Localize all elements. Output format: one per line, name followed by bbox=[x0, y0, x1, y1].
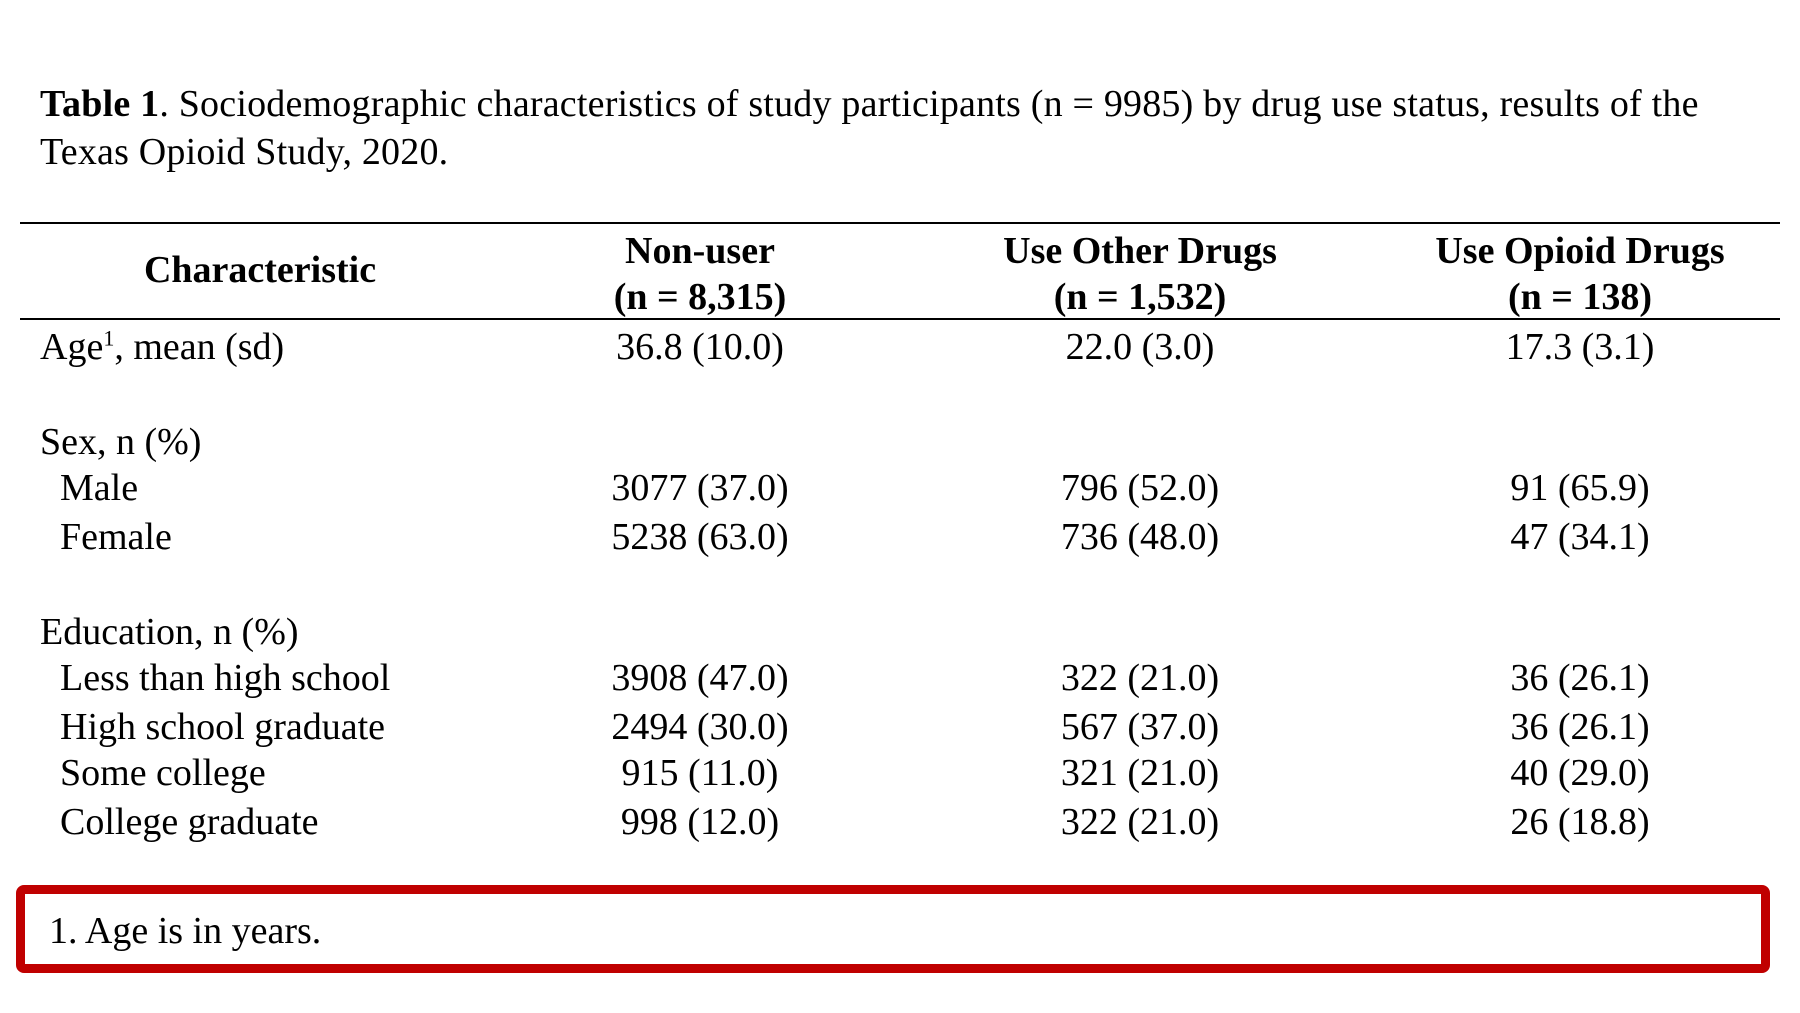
header-non-user: Non-user (n = 8,315) bbox=[520, 228, 880, 320]
cell-hs-grad-opioid-drugs: 36 (26.1) bbox=[1510, 706, 1650, 748]
header-characteristic: Characteristic bbox=[143, 249, 377, 291]
table-row-age: Age1, mean (sd) 36.8 (10.0) 22.0 (3.0) 1… bbox=[20, 324, 1780, 370]
header-non-user-name: Non-user bbox=[625, 230, 775, 272]
cell-less-than-hs-non-user: 3908 (47.0) bbox=[611, 657, 789, 699]
cell-male-opioid-drugs: 91 (65.9) bbox=[1510, 467, 1650, 509]
row-label-less-than-high-school: Less than high school bbox=[60, 657, 391, 699]
row-label-college-graduate: College graduate bbox=[60, 801, 319, 843]
age-label-text: Age bbox=[40, 326, 104, 368]
cell-college-grad-non-user: 998 (12.0) bbox=[620, 801, 780, 843]
header-use-other-drugs-name: Use Other Drugs bbox=[1003, 230, 1277, 272]
cell-age-opioid-drugs: 17.3 (3.1) bbox=[1505, 326, 1655, 368]
row-label-education-heading: Education, n (%) bbox=[40, 611, 299, 653]
cell-less-than-hs-opioid-drugs: 36 (26.1) bbox=[1510, 657, 1650, 699]
row-label-male: Male bbox=[60, 467, 139, 509]
row-label-some-college: Some college bbox=[60, 752, 266, 794]
header-use-opioid-drugs-name: Use Opioid Drugs bbox=[1435, 230, 1725, 272]
footnote-text: 1. Age is in years. bbox=[49, 910, 322, 952]
header-use-opioid-drugs-n: (n = 138) bbox=[1507, 276, 1653, 318]
cell-college-grad-opioid-drugs: 26 (18.8) bbox=[1510, 801, 1650, 843]
cell-female-non-user: 5238 (63.0) bbox=[611, 516, 789, 558]
cell-male-other-drugs: 796 (52.0) bbox=[1060, 467, 1220, 509]
header-non-user-n: (n = 8,315) bbox=[613, 276, 787, 318]
table-row-sex-heading: Sex, n (%) bbox=[20, 419, 1780, 465]
header-use-other-drugs-n: (n = 1,532) bbox=[1053, 276, 1227, 318]
cell-some-college-other-drugs: 321 (21.0) bbox=[1060, 752, 1220, 794]
row-label-age: Age1, mean (sd) bbox=[40, 324, 284, 370]
age-label-rest: , mean (sd) bbox=[114, 326, 285, 368]
row-label-high-school-graduate: High school graduate bbox=[60, 706, 386, 748]
cell-age-other-drugs: 22.0 (3.0) bbox=[1065, 326, 1215, 368]
row-label-female: Female bbox=[60, 516, 172, 558]
cell-less-than-hs-other-drugs: 322 (21.0) bbox=[1060, 657, 1220, 699]
table-row-education-heading: Education, n (%) bbox=[20, 609, 1780, 655]
row-label-sex-heading: Sex, n (%) bbox=[40, 421, 202, 463]
header-use-opioid-drugs: Use Opioid Drugs (n = 138) bbox=[1360, 228, 1800, 320]
table-row-female: Female 5238 (63.0) 736 (48.0) 47 (34.1) bbox=[20, 514, 1780, 560]
cell-hs-grad-other-drugs: 567 (37.0) bbox=[1060, 706, 1220, 748]
cell-female-other-drugs: 736 (48.0) bbox=[1060, 516, 1220, 558]
table-caption-label: Table 1 bbox=[40, 83, 160, 125]
footnote-highlight-box: 1. Age is in years. bbox=[16, 885, 1770, 973]
cell-hs-grad-non-user: 2494 (30.0) bbox=[611, 706, 789, 748]
table-caption: Table 1. Sociodemographic characteristic… bbox=[40, 80, 1760, 176]
table-row-some-college: Some college 915 (11.0) 321 (21.0) 40 (2… bbox=[20, 750, 1780, 796]
table-row-male: Male 3077 (37.0) 796 (52.0) 91 (65.9) bbox=[20, 465, 1780, 511]
table-row-college-graduate: College graduate 998 (12.0) 322 (21.0) 2… bbox=[20, 799, 1780, 845]
table-row-high-school-graduate: High school graduate 2494 (30.0) 567 (37… bbox=[20, 704, 1780, 750]
table-caption-text: . Sociodemographic characteristics of st… bbox=[40, 83, 1699, 173]
age-footnote-marker: 1 bbox=[103, 325, 115, 351]
cell-age-non-user: 36.8 (10.0) bbox=[616, 326, 784, 368]
cell-some-college-non-user: 915 (11.0) bbox=[621, 752, 779, 794]
table-top-rule bbox=[20, 222, 1780, 224]
table-header-rule bbox=[20, 318, 1780, 320]
table-row-less-than-high-school: Less than high school 3908 (47.0) 322 (2… bbox=[20, 655, 1780, 701]
header-use-other-drugs: Use Other Drugs (n = 1,532) bbox=[920, 228, 1360, 320]
cell-some-college-opioid-drugs: 40 (29.0) bbox=[1510, 752, 1650, 794]
cell-college-grad-other-drugs: 322 (21.0) bbox=[1060, 801, 1220, 843]
cell-male-non-user: 3077 (37.0) bbox=[611, 467, 789, 509]
cell-female-opioid-drugs: 47 (34.1) bbox=[1510, 516, 1650, 558]
